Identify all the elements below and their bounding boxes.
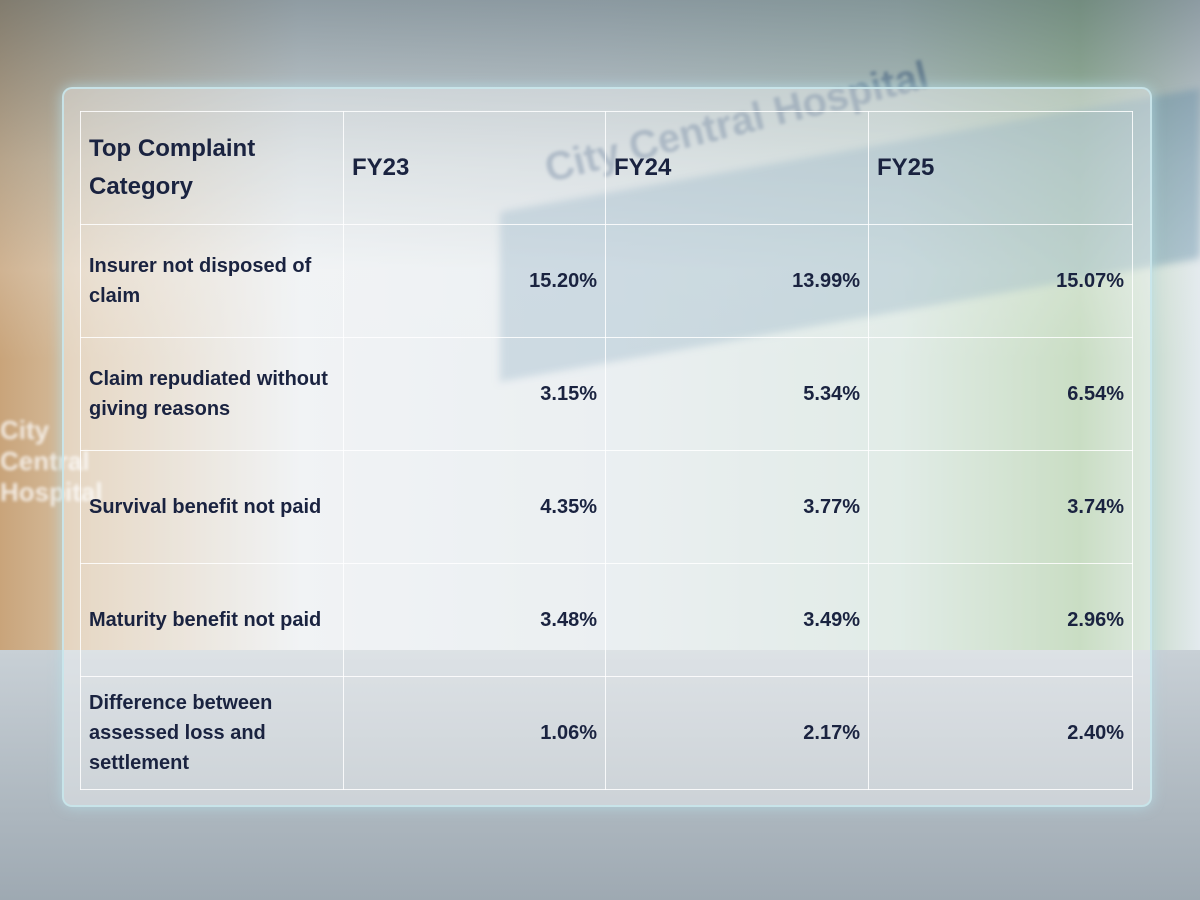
value-cell: 3.48%	[343, 563, 606, 677]
category-cell: Maturity benefit not paid	[80, 563, 344, 677]
value-cell: 3.77%	[605, 450, 869, 564]
value-cell: 6.54%	[868, 337, 1133, 451]
complaint-table: Top Complaint Category FY23 FY24 FY25 Insur…	[80, 111, 1133, 790]
category-cell: Survival benefit not paid	[80, 450, 344, 564]
table-row: Difference between assessed loss and set…	[80, 676, 1133, 790]
value-cell: 13.99%	[605, 224, 869, 338]
value-cell: 1.06%	[343, 676, 606, 790]
category-cell: Claim repudiated without giving reasons	[80, 337, 344, 451]
value-cell: 3.74%	[868, 450, 1133, 564]
value-cell: 5.34%	[605, 337, 869, 451]
header-row: Top Complaint Category FY23 FY24 FY25	[80, 111, 1133, 225]
value-cell: 4.35%	[343, 450, 606, 564]
value-cell: 2.40%	[868, 676, 1133, 790]
header-cell: FY25	[868, 111, 1133, 225]
value-cell: 15.07%	[868, 224, 1133, 338]
header-cell: Top Complaint Category	[80, 111, 344, 225]
category-cell: Difference between assessed loss and set…	[80, 676, 344, 790]
header-cell: FY23	[343, 111, 606, 225]
table-row: Insurer not disposed of claim 15.20% 13.99…	[80, 224, 1133, 338]
table-row: Claim repudiated without giving reasons 3…	[80, 337, 1133, 451]
table-row: Survival benefit not paid 4.35% 3.77% 3.74%	[80, 450, 1133, 564]
value-cell: 3.49%	[605, 563, 869, 677]
category-cell: Insurer not disposed of claim	[80, 224, 344, 338]
table-body: Insurer not disposed of claim 15.20% 13.99…	[80, 224, 1133, 790]
value-cell: 2.96%	[868, 563, 1133, 677]
value-cell: 2.17%	[605, 676, 869, 790]
header-cell: FY24	[605, 111, 869, 225]
value-cell: 15.20%	[343, 224, 606, 338]
value-cell: 3.15%	[343, 337, 606, 451]
table-row: Maturity benefit not paid 3.48% 3.49% 2.96%	[80, 563, 1133, 677]
